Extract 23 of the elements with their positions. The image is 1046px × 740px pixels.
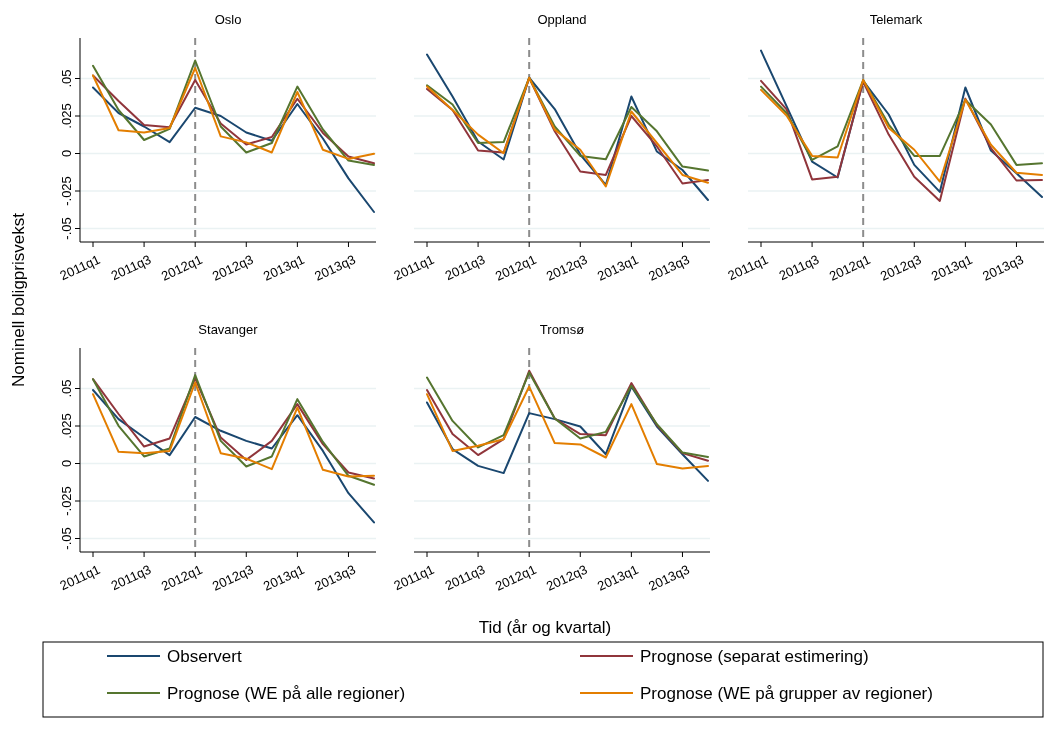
y-tick-label: .05 (59, 69, 74, 88)
y-tick-label: -.05 (59, 527, 74, 550)
y-tick-label: .05 (59, 379, 74, 398)
y-tick-label: -.025 (59, 176, 74, 206)
line-series (92, 86, 375, 213)
chart-title: Telemark (869, 12, 923, 27)
y-tick-label: .025 (59, 103, 74, 129)
chart-title: Stavanger (198, 322, 259, 337)
x-axis-title: Tid (år og kvartal) (478, 618, 612, 637)
y-tick-label: -.025 (59, 486, 74, 516)
y-tick-label: -.05 (59, 217, 74, 240)
y-tick-label: .025 (59, 413, 74, 439)
y-axis-title: Nominell boligprisvekst (9, 212, 28, 387)
legend-label: Observert (167, 646, 242, 666)
y-tick-label: 0 (59, 149, 74, 158)
chart-title: Tromsø (539, 322, 585, 337)
legend-label: Prognose (separat estimering) (640, 646, 869, 666)
legend-label: Prognose (WE på alle regioner) (167, 683, 406, 703)
chart-title: Oppland (537, 12, 587, 27)
chart-title: Oslo (214, 12, 242, 27)
line-series (92, 389, 375, 524)
y-tick-label: 0 (59, 459, 74, 468)
legend-label: Prognose (WE på grupper av regioner) (640, 683, 933, 703)
